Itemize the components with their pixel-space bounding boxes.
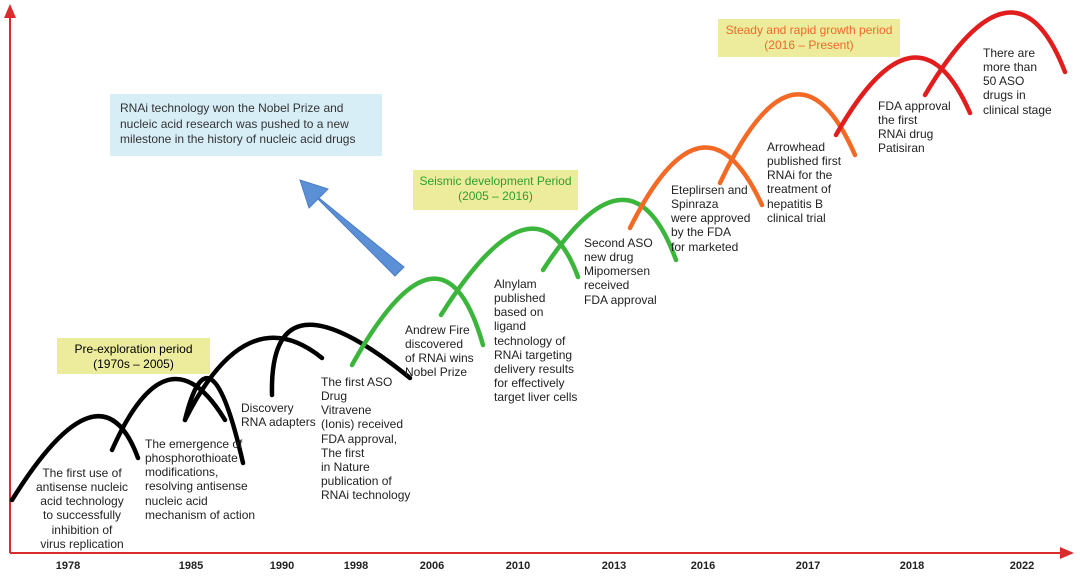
period-title: Seismic development Period xyxy=(419,174,572,188)
milestone-1978: The first use of antisense nucleic acid … xyxy=(35,466,129,551)
period-range: (2005 – 2016) xyxy=(458,189,533,203)
year-label: 1978 xyxy=(55,560,81,572)
milestone-2018: FDA approval the first RNAi drug Patisir… xyxy=(878,99,951,156)
year-label: 2010 xyxy=(505,560,531,572)
period-box-steady: Steady and rapid growth period (2016 – P… xyxy=(718,19,900,57)
x-axis-arrowhead xyxy=(1060,547,1074,559)
milestone-2013: Second ASO new drug Mipomersen received … xyxy=(584,236,657,307)
year-label: 2022 xyxy=(1009,560,1035,572)
period-title: Pre-exploration period xyxy=(74,342,193,356)
stage-arc-3 xyxy=(182,375,246,466)
stage-arc-7 xyxy=(438,226,581,318)
period-range: (1970s – 2005) xyxy=(93,357,174,371)
stage-arcs xyxy=(9,10,1068,503)
milestone-1998: The first ASO Drug Vitravene (Ionis) rec… xyxy=(321,375,411,503)
stage-arc-11 xyxy=(833,55,973,138)
milestone-2010: Alnylam published based on ligand techno… xyxy=(494,277,578,405)
period-title: Steady and rapid growth period xyxy=(725,23,893,37)
y-axis-arrowhead xyxy=(4,4,16,18)
period-box-pre-exploration: Pre-exploration period (1970s – 2005) xyxy=(57,338,210,374)
pointer-arrow xyxy=(299,179,405,277)
stage-arc-8 xyxy=(540,197,679,273)
year-label: 2018 xyxy=(899,560,925,572)
year-label: 2006 xyxy=(419,560,445,572)
blue-pointer-arrow xyxy=(299,179,405,277)
stage-arc-6 xyxy=(349,276,486,368)
milestone-1985: The emergence of phosphorothioate modifi… xyxy=(145,437,256,522)
period-box-seismic: Seismic development Period (2005 – 2016) xyxy=(413,170,578,210)
year-label: 1998 xyxy=(343,560,369,572)
milestone-1990: Discovery RNA adapters xyxy=(241,401,316,430)
stage-arc-4 xyxy=(182,335,325,423)
milestone-2017: Arrowhead published first RNAi for the t… xyxy=(767,140,842,225)
milestone-2016: Eteplirsen and Spinraza were approved by… xyxy=(671,183,751,254)
year-label: 2013 xyxy=(601,560,627,572)
period-range: (2016 – Present) xyxy=(764,38,854,52)
year-label: 1985 xyxy=(178,560,204,572)
year-label: 2016 xyxy=(690,560,716,572)
stage-arc-9 xyxy=(627,145,765,231)
year-label: 1990 xyxy=(269,560,295,572)
axes xyxy=(4,4,1074,559)
stage-arc-2 xyxy=(109,376,228,453)
stage-arc-1 xyxy=(9,414,141,503)
nobel-note-box: RNAi technology won the Nobel Prize and … xyxy=(110,94,382,156)
milestone-2006: Andrew Fire discovered of RNAi wins Nobe… xyxy=(405,323,474,380)
stage-arc-5 xyxy=(269,322,413,398)
year-label: 2017 xyxy=(795,560,821,572)
stage-arc-12 xyxy=(922,10,1068,98)
milestone-2022: There are more than 50 ASO drugs in clin… xyxy=(983,46,1052,117)
